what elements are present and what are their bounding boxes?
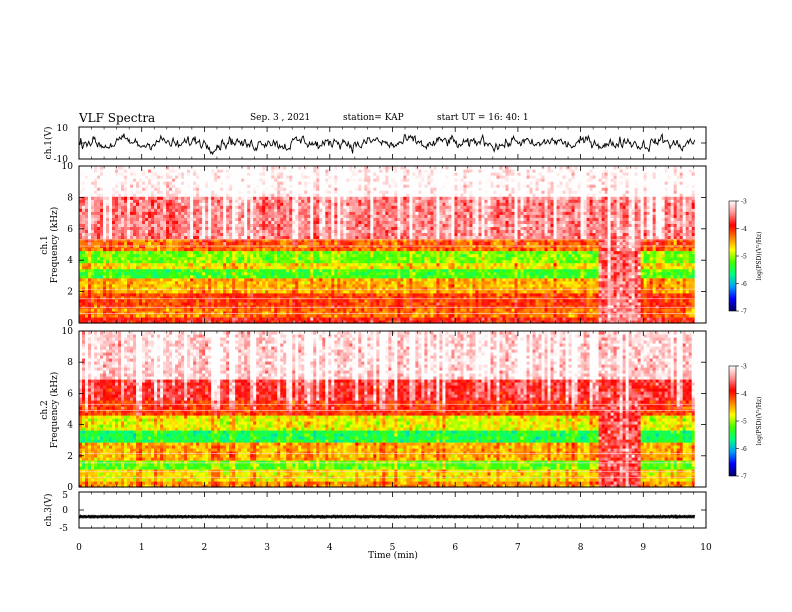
ch1-waveform-panel: 10 -10 ch.1(V) xyxy=(43,124,706,165)
ch1-waveform-trace xyxy=(79,134,695,155)
ch1-spectrogram-heatmap xyxy=(79,166,706,324)
ch1-waveform-ylabel: ch.1(V) xyxy=(43,127,54,160)
ch1-ytick-top: 10 xyxy=(57,124,69,134)
vlf-spectra-figure: 10 -10 ch.1(V) 0246810 ch.1 Frequency (k… xyxy=(0,0,792,612)
ch1-waveform-line xyxy=(79,134,695,155)
